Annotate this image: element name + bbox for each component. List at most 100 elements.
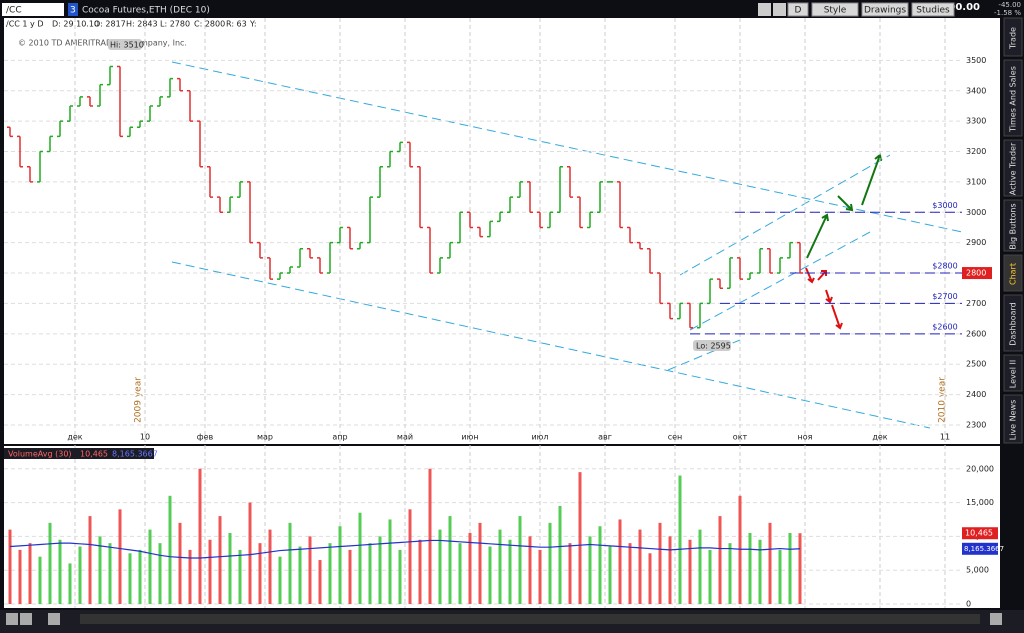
volume-bar [578, 472, 582, 604]
volume-bar [688, 539, 692, 604]
price-bar [17, 135, 23, 168]
avg-tag-box [962, 542, 998, 555]
price-bar [117, 65, 123, 138]
volume-bar [318, 560, 322, 604]
toolbar-button-label[interactable]: D [795, 6, 802, 16]
price-bar [567, 165, 573, 198]
volume-tag-box [962, 527, 998, 540]
price-bar [677, 302, 683, 320]
volume-bar [488, 546, 492, 604]
x-tick-label: ноя [798, 433, 813, 442]
price-bar [287, 266, 293, 274]
volume-bar [788, 533, 792, 604]
high-label: Hi: 3510 [110, 41, 144, 50]
side-tab-label[interactable]: Times And Sales [1009, 66, 1018, 133]
volume-bar [388, 519, 392, 604]
volume-bar [608, 546, 612, 604]
volume-last-inline: 10,465 [80, 450, 108, 459]
price-bar [237, 181, 243, 198]
volume-bar [708, 549, 712, 604]
level-label: $2700 [932, 292, 957, 301]
arrows [805, 153, 882, 330]
side-tab-label[interactable]: Big Buttons [1009, 203, 1018, 249]
volume-bar [438, 529, 442, 604]
volume-bar [148, 529, 152, 604]
side-tab-label[interactable]: Live News [1009, 400, 1018, 441]
volume-tick-label: 15,000 [966, 498, 994, 507]
volume-axis [962, 446, 1000, 608]
price-bar [557, 165, 563, 214]
volume-bar [348, 549, 352, 604]
toolbar-button-label[interactable]: Drawings [864, 6, 906, 16]
volume-bar [308, 536, 312, 604]
price-bar [617, 181, 623, 229]
volume-bar [168, 495, 172, 604]
x-tick-label: дек [67, 433, 82, 442]
volume-bar [258, 543, 262, 604]
toolbar-button[interactable] [787, 2, 809, 17]
toolbar-button[interactable] [811, 2, 859, 17]
side-tab-label[interactable]: Dashboard [1009, 302, 1018, 345]
price-bar [97, 83, 103, 107]
low-label: Lo: 2595 [696, 342, 731, 351]
price-bar [787, 241, 793, 259]
volume-bar [668, 536, 672, 604]
change-pct: -1.58 % [994, 9, 1021, 17]
price-bar [67, 105, 73, 122]
side-tab[interactable] [1003, 254, 1023, 292]
toolbar-button[interactable] [861, 2, 909, 17]
side-tab[interactable] [1003, 139, 1023, 197]
volume-bar [278, 556, 282, 604]
info-field: Y: [249, 20, 257, 29]
y-tick-label: 2700 [966, 299, 986, 308]
price-bar [57, 120, 63, 138]
price-bar [747, 272, 753, 280]
volume-bar [618, 519, 622, 604]
price-bar [447, 241, 453, 259]
info-field: /CC 1 y D [6, 20, 43, 29]
price-bar [767, 247, 773, 274]
side-tab-label[interactable]: Active Trader [1009, 142, 1018, 195]
price-tag-box [962, 267, 992, 280]
side-tab[interactable] [1003, 394, 1023, 444]
side-tab[interactable] [1003, 59, 1023, 137]
volume-bar [58, 539, 62, 604]
price-bar [227, 196, 233, 214]
level-label: $2800 [932, 262, 957, 271]
price-bar [437, 257, 443, 274]
side-tab[interactable] [1003, 354, 1023, 392]
symbol-box[interactable] [2, 3, 64, 16]
side-tab-label[interactable]: Trade [1009, 27, 1018, 50]
toolbar-button-label[interactable]: Studies [916, 6, 950, 16]
price-bar [487, 220, 493, 238]
volume-bar [698, 529, 702, 604]
volume-bar [728, 543, 732, 604]
low-label-box [693, 340, 731, 351]
volume-bar [78, 546, 82, 604]
price-bar [737, 257, 743, 280]
price-bar [697, 302, 703, 329]
volume-bar [528, 536, 532, 604]
side-tab[interactable] [1003, 294, 1023, 352]
price-bar [727, 257, 733, 289]
price-bar [247, 181, 253, 244]
volume-bar [208, 539, 212, 604]
toolbar-button[interactable] [911, 2, 955, 17]
price-bar [417, 165, 423, 229]
bottom-buttons[interactable] [6, 613, 1002, 625]
y-tick-label: 2600 [966, 329, 986, 338]
volume-bar [758, 539, 762, 604]
x-tick-label: сен [668, 433, 683, 442]
side-tab[interactable] [1003, 199, 1023, 252]
volume-bar [468, 533, 472, 604]
price-bar [7, 126, 13, 138]
side-tab-label[interactable]: Chart [1009, 263, 1018, 285]
side-tab[interactable] [1003, 17, 1023, 57]
price-bar [77, 96, 83, 107]
symbol[interactable]: /CC [6, 6, 22, 16]
side-tab-label[interactable]: Level II [1009, 360, 1018, 388]
price-bar [597, 181, 603, 214]
toolbar-button-label[interactable]: Style [824, 6, 847, 16]
y-tick-label: 2900 [966, 238, 986, 247]
change: -45.00 [998, 1, 1021, 9]
